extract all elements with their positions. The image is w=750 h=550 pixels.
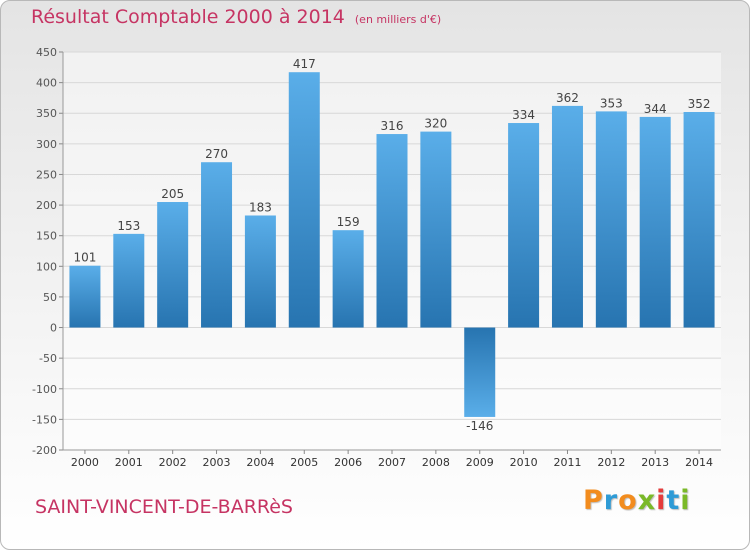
logo-letter: r: [603, 485, 619, 516]
data-label: 316: [381, 119, 404, 133]
x-tick-label: 2013: [641, 456, 669, 469]
bar: [69, 265, 101, 328]
y-tick-label: 200: [36, 199, 57, 212]
data-label: 362: [556, 91, 579, 105]
logo-letter: i: [656, 485, 667, 516]
x-tick-label: 2010: [510, 456, 538, 469]
bar: [464, 327, 496, 417]
data-label: -146: [466, 419, 493, 433]
y-tick-label: 250: [36, 168, 57, 181]
data-label: 320: [424, 117, 447, 131]
bar: [551, 105, 583, 328]
data-label: 159: [337, 215, 360, 229]
bar: [244, 215, 276, 328]
data-label: 353: [600, 96, 623, 110]
y-tick-label: 300: [36, 138, 57, 151]
logo-letter: t: [666, 485, 681, 516]
data-label: 183: [249, 200, 272, 214]
data-label: 205: [161, 187, 184, 201]
y-tick-label: 450: [36, 46, 57, 59]
x-tick-label: 2000: [71, 456, 99, 469]
bar: [683, 112, 715, 328]
commune-name: SAINT-VINCENT-DE-BARRèS: [35, 496, 293, 518]
y-tick-label: 100: [36, 260, 57, 273]
y-tick-label: 400: [36, 77, 57, 90]
bar: [595, 111, 627, 328]
x-tick-label: 2005: [290, 456, 318, 469]
x-tick-label: 2011: [553, 456, 581, 469]
x-tick-label: 2012: [597, 456, 625, 469]
y-tick-label: -150: [32, 413, 57, 426]
bar: [639, 116, 671, 328]
x-tick-label: 2009: [466, 456, 494, 469]
data-label: 352: [688, 97, 711, 111]
y-tick-label: 150: [36, 230, 57, 243]
bar: [508, 123, 540, 328]
y-tick-label: 50: [43, 291, 57, 304]
y-tick-label: -200: [32, 444, 57, 457]
chart-title: Résultat Comptable 2000 à 2014 (en millie…: [31, 6, 441, 28]
data-label: 270: [205, 147, 228, 161]
chart-title-text: Résultat Comptable 2000 à 2014: [31, 6, 345, 28]
data-label: 344: [644, 102, 667, 116]
data-label: 417: [293, 57, 316, 71]
data-label: 153: [117, 219, 140, 233]
y-tick-label: 0: [50, 322, 57, 335]
logo-letter: i: [680, 485, 691, 516]
bar: [420, 131, 452, 328]
bar: [113, 233, 145, 328]
x-tick-label: 2002: [159, 456, 187, 469]
x-tick-label: 2006: [334, 456, 362, 469]
y-tick-label: -50: [39, 352, 57, 365]
x-tick-label: 2014: [685, 456, 713, 469]
bar: [157, 202, 189, 328]
x-tick-label: 2008: [422, 456, 450, 469]
x-tick-label: 2007: [378, 456, 406, 469]
x-tick-label: 2001: [115, 456, 143, 469]
y-tick-label: 350: [36, 107, 57, 120]
bar: [201, 162, 233, 328]
bar: [332, 230, 364, 328]
logo-letter: o: [618, 485, 638, 516]
proxiti-logo[interactable]: Proxiti: [583, 485, 691, 516]
x-tick-label: 2004: [246, 456, 274, 469]
bar: [288, 72, 320, 328]
y-tick-label: -100: [32, 383, 57, 396]
data-label: 334: [512, 108, 535, 122]
logo-letter: x: [637, 485, 657, 516]
chart-unit: (en milliers d'€): [354, 13, 442, 26]
data-label: 101: [73, 251, 96, 265]
logo-letter: P: [583, 485, 604, 516]
bar: [376, 134, 408, 328]
x-tick-label: 2003: [203, 456, 231, 469]
